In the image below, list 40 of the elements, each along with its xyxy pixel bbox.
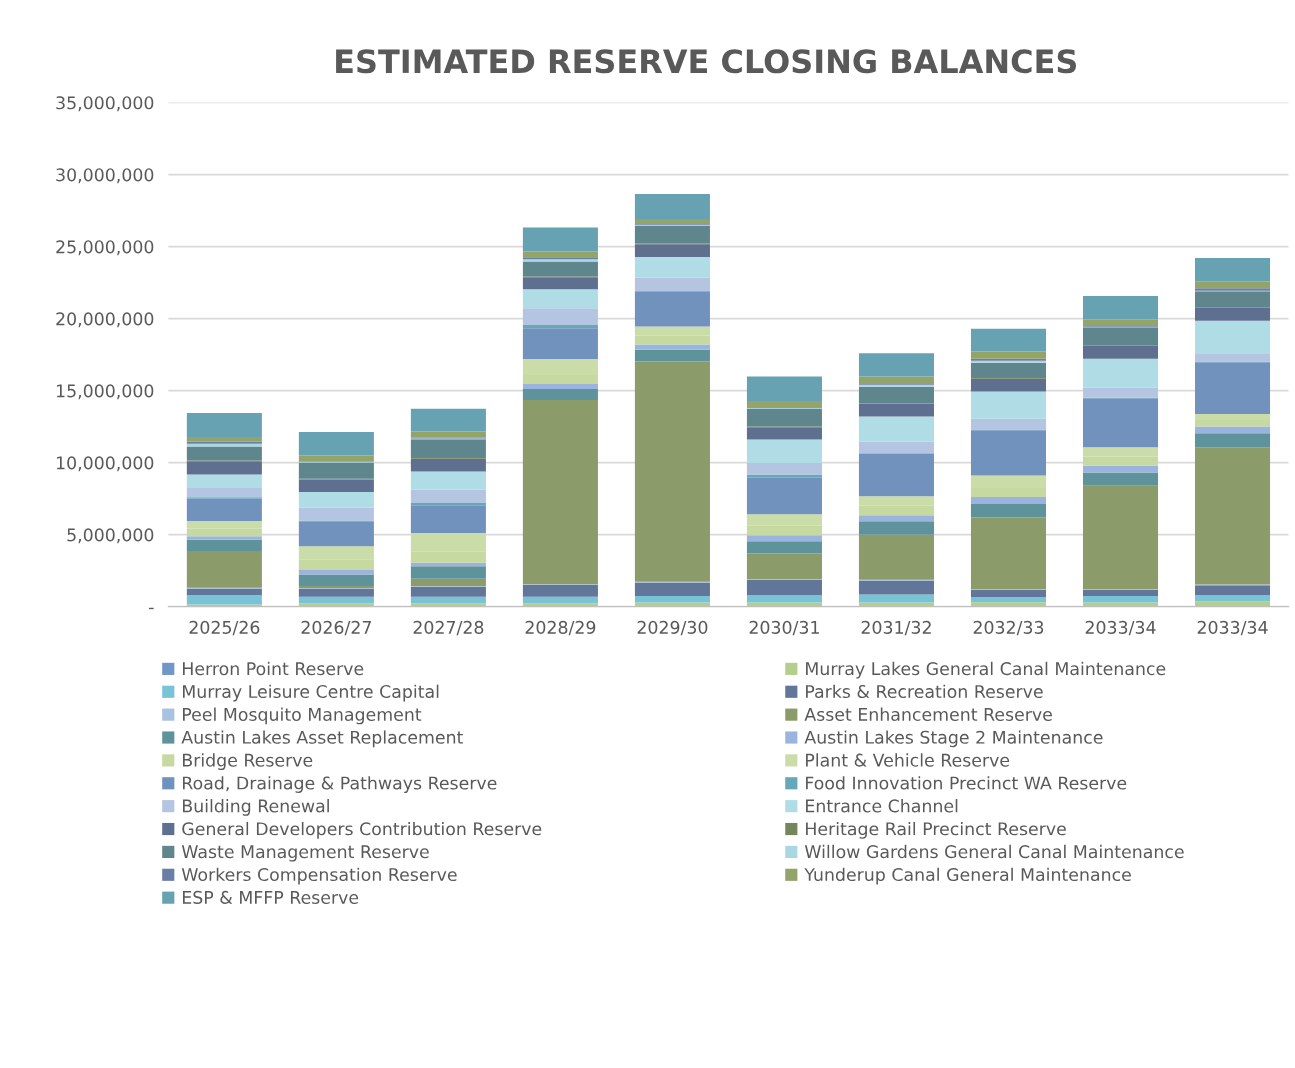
y-tick-label: 20,000,000 [56,312,154,328]
legend-label: Willow Gardens General Canal Maintenance [804,844,1184,859]
y-tick-label: 30,000,000 [56,168,154,184]
x-tick-label: 2028/29 [525,620,596,636]
x-tick-label: 2032/33 [973,620,1044,636]
legend-label: Murray Lakes General Canal Maintenance [806,661,1166,679]
x-tick-label: 2026/27 [301,620,371,636]
legend-label: Parks & Recreation Reserve [806,684,1043,699]
legend-label: Asset Enhancement Reserve [804,707,1052,721]
legend-label: Road, Drainage & Pathways Reserve [183,776,497,793]
legend-label: Building Renewal [183,799,329,816]
x-tick-label: 2025/26 [189,620,260,636]
legend-label: Entrance Channel [806,799,958,813]
x-tick-label: 2031/32 [861,620,931,636]
legend-label: Austin Lakes Stage 2 Maintenance [804,730,1103,748]
legend-label: Heritage Rail Precinct Reserve [806,821,1066,839]
legend-label: Plant & Vehicle Reserve [806,753,1010,767]
x-tick-label: 2030/31 [749,620,819,636]
x-tick-label: 2033/34 [1197,620,1268,636]
y-tick-label: 5,000,000 [67,528,154,544]
x-tick-label: 2027/28 [413,620,484,636]
legend-label: General Developers Contribution Reserve [182,821,542,839]
y-tick-label: - [149,607,154,610]
legend-label: Peel Mosquito Management [183,707,422,725]
x-tick-label: 2033/34 [1085,620,1156,636]
y-tick-label: 10,000,000 [56,456,154,472]
legend-label: ESP & MFFP Reserve [183,890,359,904]
legend-label: Yunderup Canal General Maintenance [804,867,1131,885]
legend-label: Austin Lakes Asset Replacement [181,730,463,748]
x-tick-label: 2029/30 [637,620,708,636]
legend-label: Workers Compensation Reserve [181,867,457,885]
chart-title: ESTIMATED RESERVE CLOSING BALANCES [336,49,1077,74]
legend-label: Waste Management Reserve [181,845,429,862]
y-tick-label: 15,000,000 [56,384,154,400]
legend-label: Food Innovation Precinct WA Reserve [806,776,1127,790]
legend-label: Bridge Reserve [183,753,313,771]
legend-label: Herron Point Reserve [183,661,364,676]
y-tick-label: 35,000,000 [56,96,154,112]
y-tick-label: 25,000,000 [56,240,154,256]
legend-label: Murray Leisure Centre Capital [183,684,439,702]
